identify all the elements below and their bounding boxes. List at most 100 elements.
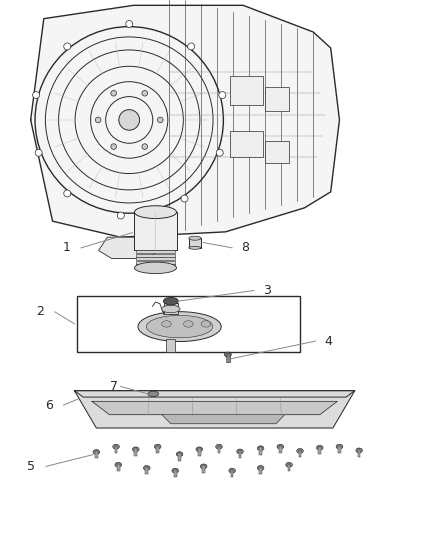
Bar [218,446,220,453]
Bar [231,470,233,477]
Bar [136,264,175,267]
Bar [178,453,181,461]
Bar [95,451,98,458]
Ellipse shape [111,91,117,96]
FancyBboxPatch shape [230,131,263,157]
Ellipse shape [134,262,177,273]
Text: 2: 2 [36,305,44,318]
Ellipse shape [257,466,264,471]
Ellipse shape [162,321,171,327]
Bar [299,450,301,457]
Ellipse shape [176,451,183,456]
Text: 4: 4 [324,335,332,348]
Bar [156,446,159,453]
Ellipse shape [277,444,284,449]
Ellipse shape [132,447,139,452]
Ellipse shape [162,305,180,313]
Ellipse shape [115,462,121,467]
Bar [338,446,341,453]
Ellipse shape [35,149,42,156]
Bar [166,339,175,352]
Bar [189,238,201,248]
Text: 1: 1 [62,241,70,254]
Ellipse shape [196,447,203,452]
Polygon shape [92,401,337,415]
Bar [174,470,177,477]
Bar [134,212,177,250]
Text: 3: 3 [263,284,271,297]
Bar [226,353,230,362]
FancyBboxPatch shape [230,76,263,105]
Bar [202,465,205,473]
Bar [136,254,175,257]
Ellipse shape [219,92,226,99]
Ellipse shape [126,20,133,27]
Polygon shape [31,5,339,237]
Text: 8: 8 [241,241,249,254]
Ellipse shape [215,444,222,449]
Ellipse shape [336,444,343,449]
Polygon shape [74,391,355,397]
Ellipse shape [297,449,304,453]
Ellipse shape [142,91,148,96]
Bar [164,303,178,314]
Ellipse shape [257,446,264,451]
Ellipse shape [158,117,163,123]
Ellipse shape [189,236,201,240]
Ellipse shape [64,43,71,50]
Bar [136,261,175,264]
FancyBboxPatch shape [265,141,289,163]
Ellipse shape [356,448,362,453]
FancyBboxPatch shape [265,86,289,110]
Ellipse shape [163,297,178,305]
Ellipse shape [113,444,119,449]
Ellipse shape [286,462,293,467]
Bar [279,446,282,453]
Ellipse shape [237,449,244,454]
Bar [145,467,148,474]
Ellipse shape [187,43,194,50]
Ellipse shape [224,352,231,357]
Ellipse shape [142,144,148,149]
Ellipse shape [201,321,211,327]
Ellipse shape [117,212,124,219]
Bar [198,448,201,456]
Bar [117,464,120,471]
Ellipse shape [138,312,221,342]
Ellipse shape [154,444,161,449]
Ellipse shape [64,190,71,197]
Ellipse shape [134,206,177,219]
Bar [115,446,117,453]
Bar [136,257,175,260]
Bar [259,447,262,455]
Polygon shape [99,237,160,259]
Text: 6: 6 [45,399,53,411]
Polygon shape [162,415,285,424]
Ellipse shape [93,450,99,454]
Ellipse shape [32,92,39,99]
Bar [358,449,360,457]
Text: 7: 7 [110,380,118,393]
Ellipse shape [95,117,101,123]
Ellipse shape [146,316,213,338]
Bar [239,450,241,458]
Bar [136,250,175,253]
Bar [288,464,290,471]
Ellipse shape [144,466,150,471]
Ellipse shape [316,446,323,450]
Ellipse shape [201,464,207,469]
Ellipse shape [184,321,193,327]
Bar [134,448,137,456]
Ellipse shape [119,110,140,130]
Ellipse shape [111,144,117,149]
Bar [318,447,321,454]
Text: 5: 5 [27,460,35,473]
Ellipse shape [216,149,223,156]
Ellipse shape [172,468,179,473]
Bar [77,296,300,352]
Ellipse shape [229,468,236,473]
Ellipse shape [189,246,201,249]
Ellipse shape [181,195,188,202]
Ellipse shape [148,391,159,397]
Bar [259,467,262,474]
